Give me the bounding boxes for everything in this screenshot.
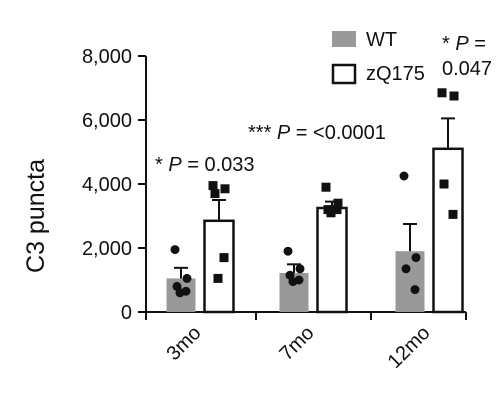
p-value-annotation-line2: 0.047: [442, 58, 492, 80]
zq175-data-point: [326, 208, 336, 218]
zq175-data-point: [439, 179, 449, 189]
y-tick-label: 6,000: [82, 110, 132, 132]
zq175-data-point: [213, 273, 223, 283]
wt-data-point: [399, 171, 409, 181]
zq175-data-point: [210, 189, 220, 199]
y-tick-label: 4,000: [82, 174, 132, 196]
wt-data-point: [411, 253, 421, 263]
zq175-data-point: [333, 198, 343, 208]
zq175-data-point: [332, 205, 342, 215]
zq175-bar-7mo: [316, 206, 348, 314]
data-points: [170, 88, 459, 298]
zq175-data-point: [219, 253, 229, 263]
zq175-legend-swatch: [331, 63, 357, 85]
error-bars: [174, 117, 455, 279]
x-tick-label: 3mo: [162, 322, 205, 365]
p-value-annotation: * P = 0.033: [155, 154, 255, 176]
p-value-annotation: *** P = <0.0001: [248, 122, 386, 144]
bars: [166, 147, 464, 314]
y-axis-label: C3 puncta: [22, 159, 50, 273]
wt-data-point: [410, 285, 420, 295]
wt-data-point: [288, 277, 298, 287]
zq175-data-point: [437, 88, 447, 98]
x-tick-label: 7mo: [275, 322, 318, 365]
zq175-bar-3mo: [203, 219, 235, 314]
zq175-data-point: [208, 181, 218, 191]
wt-legend-label: WT: [366, 29, 397, 51]
wt-data-point: [295, 264, 305, 274]
legend: WT zQ175: [331, 29, 425, 85]
zq175-bar-12mo: [432, 147, 464, 314]
zq175-data-point: [321, 182, 331, 192]
x-tick-labels: 3mo 7mo 12mo: [162, 322, 434, 373]
significance-annotations: * P = 0.033 *** P = <0.0001 * P = 0.047: [155, 33, 492, 176]
axes: 0 2,000 4,000 6,000 8,000: [82, 46, 467, 324]
zq175-data-point: [448, 209, 458, 219]
zq175-data-point: [220, 184, 230, 194]
zq175-legend-label: zQ175: [366, 63, 425, 85]
y-tick-label: 2,000: [82, 238, 132, 260]
wt-data-point: [182, 273, 192, 283]
y-tick-label: 0: [121, 302, 132, 324]
x-tick-label: 12mo: [384, 322, 435, 373]
zq175-data-point: [449, 91, 459, 101]
wt-data-point: [401, 264, 411, 274]
wt-data-point: [170, 245, 180, 255]
wt-bar-12mo: [395, 251, 425, 312]
wt-data-point: [283, 246, 293, 256]
wt-data-point: [175, 288, 185, 298]
wt-legend-swatch: [332, 31, 356, 47]
y-tick-label: 8,000: [82, 46, 132, 68]
p-value-annotation: * P =: [442, 33, 486, 55]
